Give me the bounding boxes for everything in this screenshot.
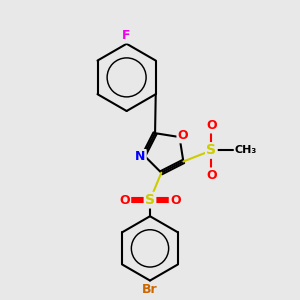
- Text: S: S: [145, 193, 155, 207]
- Text: F: F: [122, 29, 131, 42]
- Text: O: O: [119, 194, 130, 207]
- Text: S: S: [206, 143, 216, 158]
- Text: O: O: [170, 194, 181, 207]
- Text: CH₃: CH₃: [235, 146, 257, 155]
- Text: N: N: [135, 150, 146, 163]
- Text: Br: Br: [142, 284, 158, 296]
- Text: O: O: [206, 169, 217, 182]
- Text: O: O: [178, 129, 188, 142]
- Text: O: O: [206, 119, 217, 132]
